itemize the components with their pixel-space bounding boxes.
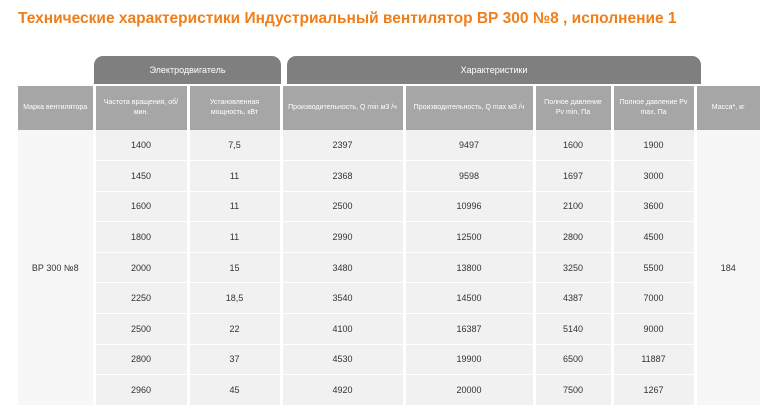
col-header-mass: Масса*, кг xyxy=(693,86,760,130)
table-cell: 5140 xyxy=(532,313,612,345)
cell-brand: ВР 300 №8 xyxy=(18,130,94,406)
table-cell: 16387 xyxy=(402,313,534,345)
table-cell: 3540 xyxy=(279,282,404,315)
col-header-pv-max: Полное давление Pv max, Па xyxy=(610,86,695,130)
table-cell: 11 xyxy=(186,221,281,253)
table-cell: 18,5 xyxy=(186,282,281,315)
table-cell: 4387 xyxy=(532,282,612,315)
group-header-characteristics: Характеристики xyxy=(287,56,701,84)
table-row: 1800 11 2990 12500 2800 4500 xyxy=(18,221,760,253)
group-header-motor: Электродвигатель xyxy=(94,56,281,84)
table-cell: 7000 xyxy=(610,282,695,315)
table-cell: 1697 xyxy=(532,160,612,192)
col-header-rpm: Частота вращения, об/мин. xyxy=(92,86,188,130)
col-header-q-max: Производительность, Q max м3 /ч xyxy=(402,86,534,130)
table-cell: 37 xyxy=(186,344,281,376)
table-cell: 13800 xyxy=(402,252,534,284)
col-header-power: Установленная мощность, кВт xyxy=(186,86,281,130)
table-cell: 9497 xyxy=(402,130,534,162)
table-cell: 2500 xyxy=(279,191,404,223)
table-row: ВР 300 №8 1400 7,5 2397 9497 1600 1900 184 xyxy=(18,130,760,406)
page-title: Технические характеристики Индустриальны… xyxy=(18,10,677,27)
spec-table: Марка вентилятора Частота вращения, об/м… xyxy=(18,86,760,406)
table-cell: 2960 xyxy=(92,374,188,406)
table-cell: 20000 xyxy=(402,374,534,406)
table-cell: 9598 xyxy=(402,160,534,192)
table-cell: 1267 xyxy=(610,374,695,406)
table-cell: 19900 xyxy=(402,344,534,376)
table-cell: 1600 xyxy=(92,191,188,223)
table-row: 2250 18,5 3540 14500 4387 7000 xyxy=(18,282,760,315)
table-cell: 2000 xyxy=(92,252,188,284)
table-cell: 4100 xyxy=(279,313,404,345)
table-cell: 1600 xyxy=(532,130,612,162)
table-row: 2500 22 4100 16387 5140 9000 xyxy=(18,313,760,345)
table-cell: 15 xyxy=(186,252,281,284)
table-cell: 12500 xyxy=(402,221,534,253)
col-header-brand: Марка вентилятора xyxy=(18,86,94,130)
table-cell: 1450 xyxy=(92,160,188,192)
table-cell: 3250 xyxy=(532,252,612,284)
table-cell: 2397 xyxy=(279,130,404,162)
table-cell: 9000 xyxy=(610,313,695,345)
table-cell: 4530 xyxy=(279,344,404,376)
table-cell: 2500 xyxy=(92,313,188,345)
table-cell: 2368 xyxy=(279,160,404,192)
table-cell: 2800 xyxy=(92,344,188,376)
table-cell: 11887 xyxy=(610,344,695,376)
header-row: Марка вентилятора Частота вращения, об/м… xyxy=(18,86,760,130)
table-body: ВР 300 №8 1400 7,5 2397 9497 1600 1900 184 1450 1… xyxy=(18,130,760,406)
table-cell: 45 xyxy=(186,374,281,406)
table-cell: 7,5 xyxy=(186,130,281,162)
col-header-pv-min: Полное давление Pv min, Па xyxy=(532,86,612,130)
cell-mass: 184 xyxy=(693,130,760,406)
table-cell: 22 xyxy=(186,313,281,345)
table-cell: 2250 xyxy=(92,282,188,315)
table-cell: 4500 xyxy=(610,221,695,253)
table-cell: 2100 xyxy=(532,191,612,223)
table-row: 2800 37 4530 19900 6500 11887 xyxy=(18,344,760,376)
table-cell: 1800 xyxy=(92,221,188,253)
table-cell: 4920 xyxy=(279,374,404,406)
table-cell: 3600 xyxy=(610,191,695,223)
table-cell: 3000 xyxy=(610,160,695,192)
table-cell: 11 xyxy=(186,191,281,223)
table-cell: 2800 xyxy=(532,221,612,253)
table-cell: 14500 xyxy=(402,282,534,315)
table-cell: 3480 xyxy=(279,252,404,284)
table-row: 1450 11 2368 9598 1697 3000 xyxy=(18,160,760,192)
table-cell: 6500 xyxy=(532,344,612,376)
table-cell: 7500 xyxy=(532,374,612,406)
table-row: 1600 11 2500 10996 2100 3600 xyxy=(18,191,760,223)
table-row: 2000 15 3480 13800 3250 5500 xyxy=(18,252,760,284)
table-cell: 10996 xyxy=(402,191,534,223)
table-cell: 2990 xyxy=(279,221,404,253)
table-row: 2960 45 4920 20000 7500 1267 xyxy=(18,374,760,406)
table-cell: 1900 xyxy=(610,130,695,162)
table-cell: 5500 xyxy=(610,252,695,284)
col-header-q-min: Производительность, Q min м3 /ч xyxy=(279,86,404,130)
table-cell: 1400 xyxy=(92,130,188,162)
table-cell: 11 xyxy=(186,160,281,192)
